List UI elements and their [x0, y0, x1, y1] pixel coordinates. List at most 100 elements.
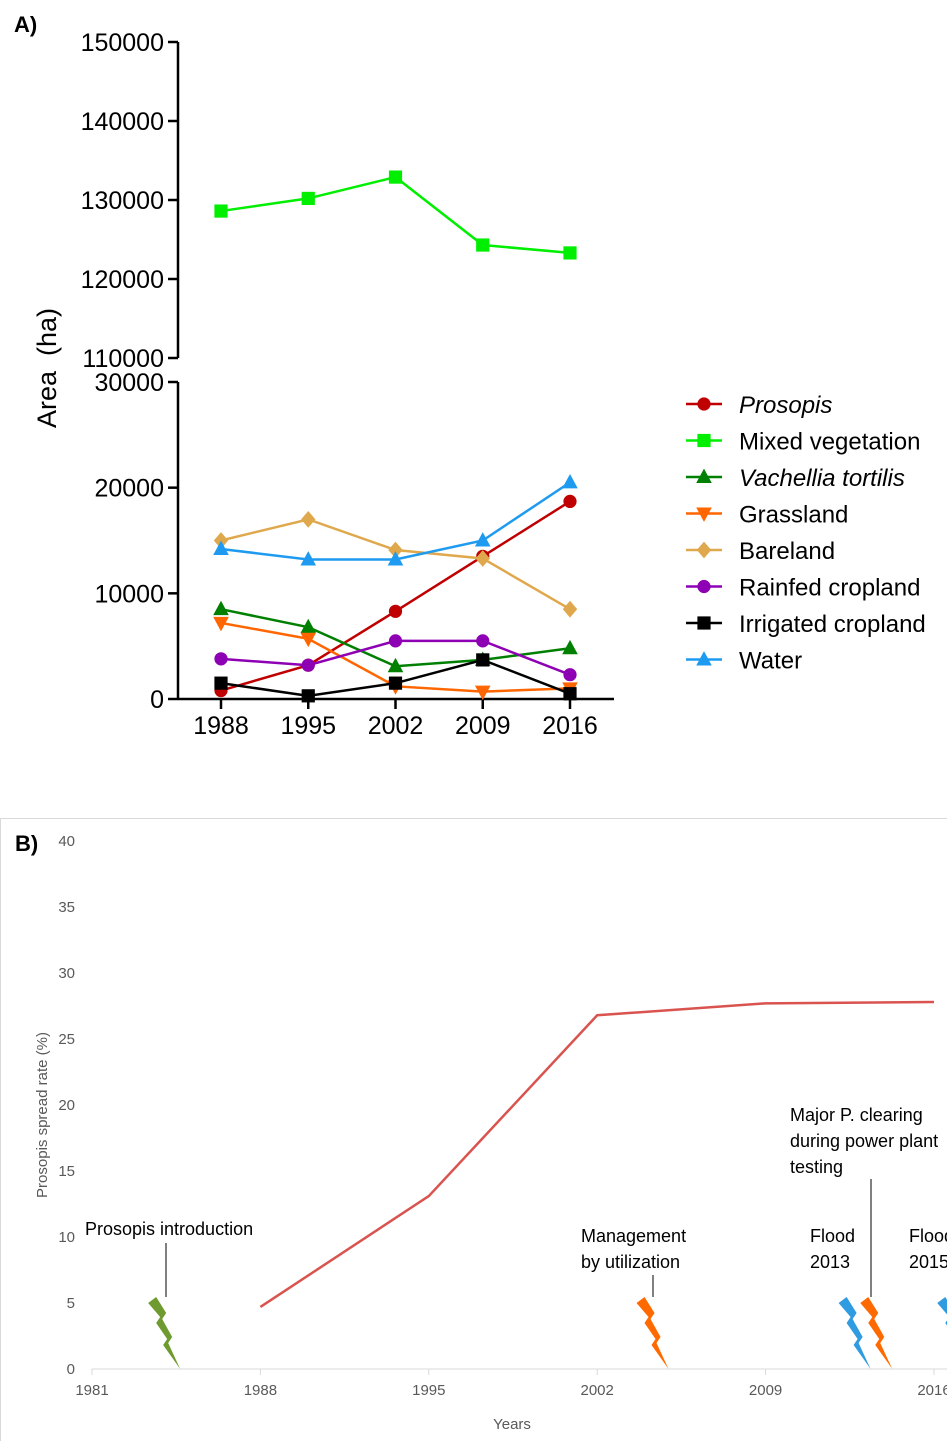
y-tick-label: 10 [58, 1229, 75, 1246]
x-axis-title: Years [493, 1416, 531, 1433]
x-tick-label: 1988 [244, 1382, 277, 1399]
x-tick-label: 2009 [455, 712, 511, 740]
legend-item: Water [686, 648, 802, 675]
legend-item: Vachellia tortilis [686, 465, 905, 492]
y-tick-label: 0 [67, 1361, 75, 1378]
legend-item: Mixed vegetation [686, 429, 920, 456]
legend-swatch-marker [697, 433, 711, 448]
legend-swatch-marker [696, 507, 712, 522]
legend-swatch-marker [697, 397, 711, 411]
series-line [259, 1000, 935, 1309]
data-point [562, 600, 578, 618]
series-irrigated-cropland [214, 653, 577, 703]
y-tick-label: 0 [150, 686, 164, 714]
chart-panel-b: B) 0 5 10 15 20 25 30 35 40 1981 1988 1995 2002 2009 2… [0, 818, 947, 1441]
series-rainfed-cropland [214, 634, 577, 682]
legend-item: Grassland [686, 502, 848, 529]
data-point [301, 191, 315, 206]
data-point [213, 616, 229, 632]
data-point [300, 618, 317, 634]
legend-label: Grassland [739, 502, 848, 529]
y-tick-label: 110000 [82, 345, 164, 373]
y-tick-label: 140000 [81, 108, 164, 136]
annotation-text: during power plant [790, 1131, 938, 1151]
y-tick-label: 10000 [94, 580, 164, 608]
legend-item: Irrigated cropland [686, 611, 926, 638]
data-point [563, 246, 577, 260]
y-tick-label: 35 [58, 899, 75, 916]
annotation-text: Flood [909, 1226, 947, 1246]
y-tick-label: 30000 [94, 369, 164, 397]
y-tick-label: 20000 [94, 475, 164, 503]
y-axis-title: Area (ha) [32, 308, 62, 428]
data-point [474, 685, 491, 701]
x-tick-label: 1995 [280, 712, 336, 740]
data-point [213, 540, 229, 555]
y-tick-label: 20 [58, 1097, 75, 1114]
legend-item: Prosopis [686, 392, 832, 419]
chart-b-axes: 0 5 10 15 20 25 30 35 40 1981 1988 1995 2002 2009 2016… [34, 833, 947, 1433]
y-tick-label: 25 [58, 1031, 75, 1048]
y-axis-title: Prosopis spread rate (%) [34, 1032, 51, 1198]
data-point [214, 676, 228, 690]
annotation-text: by utilization [581, 1252, 680, 1272]
data-point [475, 550, 490, 567]
data-point [300, 551, 317, 566]
data-point [388, 634, 403, 648]
x-tick-label: 1981 [75, 1382, 108, 1399]
y-tick-label: 30 [58, 965, 75, 982]
legend-swatch-marker [696, 541, 712, 559]
legend-label: Vachellia tortilis [739, 465, 905, 492]
data-point [301, 510, 316, 528]
chart-panel-a: A) 110000 120000 130000 140000 150000 0 10000 2… [14, 12, 926, 740]
y-tick-label: 120000 [81, 266, 164, 294]
legend-label: Prosopis [739, 392, 832, 419]
data-point [388, 170, 403, 184]
legend-swatch-marker [696, 468, 712, 483]
data-point [214, 652, 228, 666]
annotation-text: 2013 [810, 1252, 850, 1272]
annotation-2: Flood 2013 [810, 1226, 871, 1369]
chart-a-svg: 110000 120000 130000 140000 150000 0 10000 2000… [32, 29, 926, 740]
lightning-bolt-icon [937, 1297, 947, 1326]
series-water [213, 473, 578, 566]
data-point [387, 551, 404, 566]
data-point [301, 689, 315, 703]
annotation-text: Major P. clearing [790, 1105, 923, 1125]
data-point [476, 653, 490, 667]
x-tick-label: 2009 [749, 1382, 782, 1399]
legend-label: Mixed vegetation [739, 429, 920, 456]
data-point [562, 473, 578, 489]
data-point [562, 639, 578, 655]
lightning-bolt-icon [636, 1297, 669, 1369]
series-mixed-vegetation [214, 170, 577, 260]
annotation-text: 2015 [909, 1252, 947, 1272]
lightning-bolt-icon [838, 1297, 871, 1369]
panel-a-label: A) [14, 12, 38, 37]
legend-item: Rainfed cropland [686, 575, 920, 602]
legend-swatch-marker [697, 616, 711, 630]
series-line [220, 175, 571, 255]
x-tick-label: 2016 [542, 712, 598, 740]
chart-a-legend: Prosopis Mixed vegetation Vachellia tortil… [686, 392, 926, 675]
data-point [388, 676, 403, 690]
x-tick-label: 2002 [581, 1382, 614, 1399]
legend-label: Irrigated cropland [739, 611, 926, 638]
legend-swatch-marker [697, 579, 711, 594]
annotation-4: Flood 2015 [909, 1226, 947, 1326]
data-point [476, 238, 490, 252]
y-tick-label: 5 [67, 1295, 75, 1312]
data-point [563, 668, 577, 682]
data-point [476, 634, 490, 648]
annotation-0: Prosopis introduction [85, 1219, 253, 1369]
annotation-1: Management by utilization [581, 1226, 686, 1369]
legend-label: Rainfed cropland [739, 575, 920, 602]
lightning-bolt-icon [860, 1297, 893, 1369]
chart-b-svg: 0 5 10 15 20 25 30 35 40 1981 1988 1995 2002 2009 2016… [34, 833, 947, 1433]
series-vachellia-tortilis [213, 600, 578, 673]
legend-label: Water [739, 648, 802, 675]
series-bareland [213, 510, 578, 618]
annotation-text: Flood [810, 1226, 855, 1246]
legend-swatch-marker [696, 651, 712, 666]
data-point [388, 541, 403, 559]
